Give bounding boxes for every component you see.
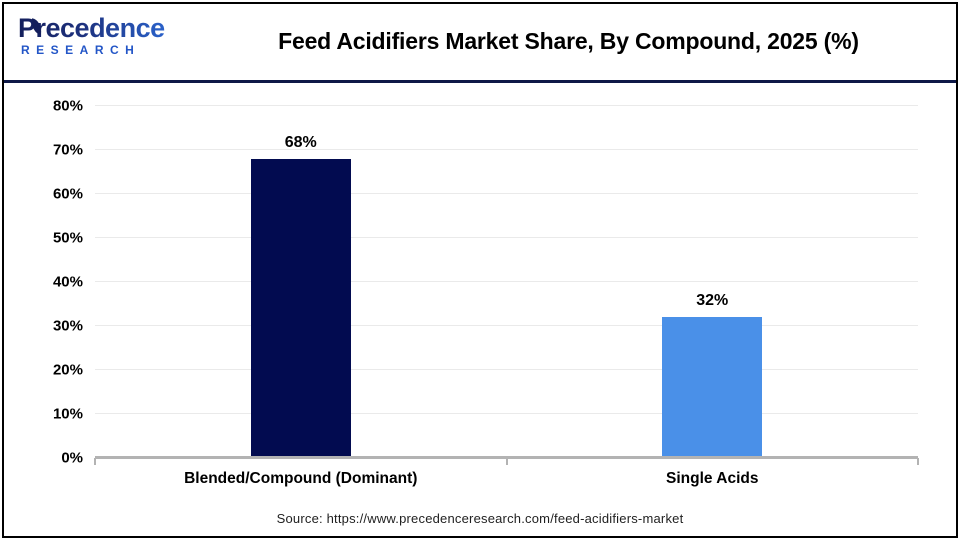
gridline <box>95 105 918 106</box>
gridline <box>95 325 918 326</box>
chart-title: Feed Acidifiers Market Share, By Compoun… <box>278 28 859 54</box>
value-label-single-acids: 32% <box>696 292 729 310</box>
bar-blended-compound-dominant <box>250 158 351 458</box>
x-axis-line <box>95 456 918 459</box>
y-axis-tick-label: 0% <box>61 449 83 467</box>
category-label-blended-compound-dominant: Blended/Compound (Dominant) <box>184 470 418 487</box>
gridline <box>95 193 918 194</box>
y-axis-tick-label: 10% <box>52 405 83 423</box>
bar-single-acids <box>662 317 763 458</box>
gridline <box>95 149 918 150</box>
category-label-single-acids: Single Acids <box>666 470 759 487</box>
y-axis-tick-label: 50% <box>52 229 83 247</box>
logo-subtitle: RESEARCH <box>21 43 141 57</box>
y-axis-tick-label: 20% <box>52 361 83 379</box>
y-axis-tick-label: 40% <box>52 273 83 291</box>
source-attribution: Source: https://www.precedenceresearch.c… <box>276 511 684 526</box>
precedence-research-logo: Precedence RESEARCH <box>18 13 188 57</box>
y-axis-tick-label: 30% <box>52 317 83 335</box>
gridline <box>95 237 918 238</box>
x-axis-tick <box>505 458 508 465</box>
gridline <box>95 413 918 414</box>
x-axis-tick <box>917 458 919 465</box>
plot-area: 0% 10% 20% 30% 40% 50% 60% 70% 80% 68% Blended/Com… <box>53 98 919 487</box>
gridline <box>95 281 918 282</box>
x-axis-tick <box>94 458 96 465</box>
header-divider <box>4 80 956 83</box>
y-axis-tick-label: 70% <box>52 141 83 159</box>
value-label-blended-compound-dominant: 68% <box>284 133 317 151</box>
y-axis-tick-label: 80% <box>52 97 83 115</box>
gridline <box>95 369 918 370</box>
y-axis-tick-label: 60% <box>52 185 83 203</box>
header: Precedence RESEARCH Feed Acidifiers Mark… <box>4 4 956 80</box>
logo-wordmark: Precedence <box>18 13 188 43</box>
